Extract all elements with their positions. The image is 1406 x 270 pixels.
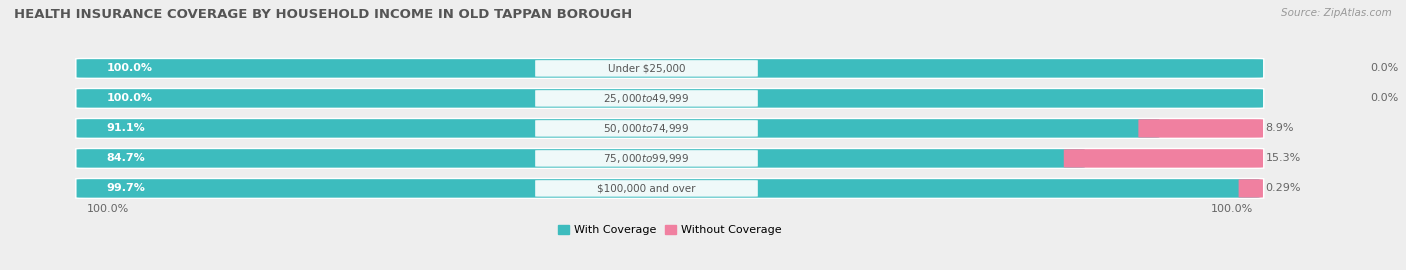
Text: 99.7%: 99.7% <box>107 183 146 193</box>
FancyBboxPatch shape <box>536 180 758 197</box>
FancyBboxPatch shape <box>536 150 758 167</box>
FancyBboxPatch shape <box>1239 179 1263 198</box>
Text: 91.1%: 91.1% <box>107 123 145 133</box>
Text: 0.29%: 0.29% <box>1265 183 1301 193</box>
Text: $50,000 to $74,999: $50,000 to $74,999 <box>603 122 690 135</box>
FancyBboxPatch shape <box>536 60 758 77</box>
FancyBboxPatch shape <box>76 59 1263 78</box>
FancyBboxPatch shape <box>1139 119 1263 138</box>
FancyBboxPatch shape <box>76 149 1263 168</box>
FancyBboxPatch shape <box>76 59 1263 78</box>
Text: HEALTH INSURANCE COVERAGE BY HOUSEHOLD INCOME IN OLD TAPPAN BOROUGH: HEALTH INSURANCE COVERAGE BY HOUSEHOLD I… <box>14 8 633 21</box>
Text: 100.0%: 100.0% <box>107 63 153 73</box>
FancyBboxPatch shape <box>76 119 1160 138</box>
Text: 0.0%: 0.0% <box>1371 93 1399 103</box>
FancyBboxPatch shape <box>76 89 1263 108</box>
FancyBboxPatch shape <box>76 149 1085 168</box>
Text: $100,000 and over: $100,000 and over <box>598 183 696 193</box>
FancyBboxPatch shape <box>76 119 1263 138</box>
FancyBboxPatch shape <box>536 90 758 107</box>
Legend: With Coverage, Without Coverage: With Coverage, Without Coverage <box>554 220 786 239</box>
Text: 8.9%: 8.9% <box>1265 123 1294 133</box>
Text: 84.7%: 84.7% <box>107 153 145 163</box>
Text: 100.0%: 100.0% <box>1211 204 1253 214</box>
Text: $75,000 to $99,999: $75,000 to $99,999 <box>603 152 690 165</box>
Text: 100.0%: 100.0% <box>107 93 153 103</box>
Text: Under $25,000: Under $25,000 <box>607 63 685 73</box>
FancyBboxPatch shape <box>76 179 1260 198</box>
FancyBboxPatch shape <box>536 120 758 137</box>
Text: 100.0%: 100.0% <box>87 204 129 214</box>
Text: Source: ZipAtlas.com: Source: ZipAtlas.com <box>1281 8 1392 18</box>
Text: 15.3%: 15.3% <box>1265 153 1301 163</box>
FancyBboxPatch shape <box>1064 149 1263 168</box>
FancyBboxPatch shape <box>76 89 1263 108</box>
Text: 0.0%: 0.0% <box>1371 63 1399 73</box>
FancyBboxPatch shape <box>76 179 1263 198</box>
Text: $25,000 to $49,999: $25,000 to $49,999 <box>603 92 690 105</box>
